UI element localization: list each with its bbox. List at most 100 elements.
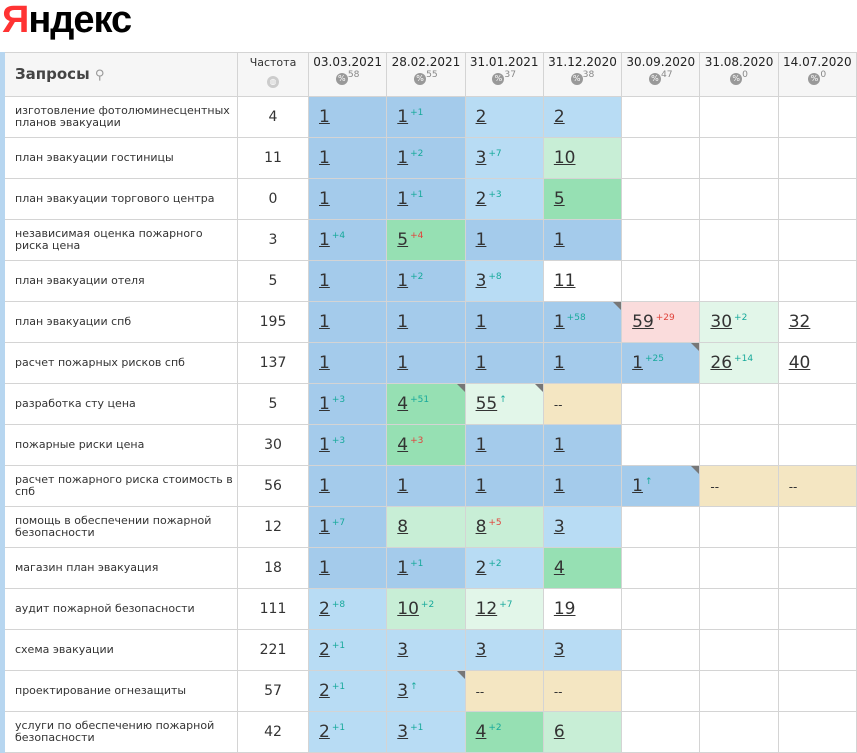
- position-cell: [699, 260, 779, 302]
- position-cell: 3 +8: [464, 260, 544, 302]
- position-cell: 1: [542, 342, 623, 384]
- position[interactable]: 19: [553, 599, 576, 619]
- position-cell: [777, 506, 857, 548]
- position-cell: --: [542, 670, 623, 712]
- position[interactable]: 1: [553, 312, 565, 332]
- position[interactable]: 1: [319, 558, 330, 578]
- position[interactable]: 3: [397, 681, 409, 701]
- row: магазин план эвакуация 18 1 1 +1 2 +2 4: [0, 547, 857, 589]
- position[interactable]: 1: [553, 230, 565, 250]
- position[interactable]: 59: [632, 312, 654, 332]
- position[interactable]: 2: [475, 558, 487, 578]
- position[interactable]: 1: [319, 230, 330, 250]
- position[interactable]: 4: [397, 435, 409, 455]
- position[interactable]: 1: [319, 476, 330, 496]
- position[interactable]: 2: [319, 722, 330, 742]
- date[interactable]: 03.03.2021: [313, 55, 382, 69]
- position[interactable]: 26: [710, 353, 733, 373]
- position[interactable]: 1: [319, 312, 330, 332]
- position-cell: 4: [542, 547, 623, 589]
- position[interactable]: 5: [397, 230, 409, 250]
- position[interactable]: 1: [397, 312, 409, 332]
- position[interactable]: 8: [397, 517, 409, 537]
- position[interactable]: 1: [632, 353, 643, 373]
- position-cell: --: [464, 670, 544, 712]
- position[interactable]: 1: [319, 148, 330, 168]
- change: +4: [331, 231, 346, 242]
- position[interactable]: 4: [397, 394, 409, 414]
- position[interactable]: 1: [475, 353, 487, 373]
- position-cell: 10: [542, 137, 623, 179]
- position[interactable]: 1: [397, 271, 409, 291]
- position[interactable]: 12: [475, 599, 498, 619]
- row: аудит пожарной безопасности 111 2 +8 10 +2 12 +…: [0, 588, 857, 630]
- position[interactable]: 4: [475, 722, 487, 742]
- position-cell: 1: [386, 301, 466, 343]
- position[interactable]: 8: [475, 517, 487, 537]
- position[interactable]: 32: [788, 312, 811, 332]
- position[interactable]: 1: [475, 312, 487, 332]
- frequency: 3: [237, 219, 309, 261]
- position[interactable]: 1: [397, 476, 409, 496]
- change: +3: [331, 436, 346, 447]
- position[interactable]: 1: [319, 271, 330, 291]
- position[interactable]: 30: [710, 312, 733, 332]
- position[interactable]: 2: [319, 640, 330, 660]
- position[interactable]: 1: [319, 353, 330, 373]
- position[interactable]: 2: [475, 107, 487, 127]
- position[interactable]: 3: [397, 722, 409, 742]
- date: 30.09.2020: [626, 55, 696, 69]
- position[interactable]: 1: [397, 107, 409, 127]
- position[interactable]: 10: [397, 599, 419, 619]
- position[interactable]: 1: [475, 230, 487, 250]
- position[interactable]: 2: [319, 599, 330, 619]
- position[interactable]: 55: [475, 394, 498, 414]
- frequency: 137: [237, 342, 309, 384]
- position[interactable]: 1: [397, 558, 409, 578]
- position[interactable]: 2: [475, 189, 487, 209]
- position-cell: 2 +1: [307, 711, 388, 753]
- position-cell: --: [777, 465, 857, 507]
- date: 31.12.2020: [548, 55, 617, 69]
- position[interactable]: 6: [553, 722, 565, 742]
- position[interactable]: 40: [788, 353, 811, 373]
- position[interactable]: 1: [553, 476, 565, 496]
- position[interactable]: 10: [553, 148, 576, 168]
- position-cell: 5 +4: [386, 219, 466, 261]
- position[interactable]: 2: [319, 681, 330, 701]
- position[interactable]: 1: [553, 435, 565, 455]
- change: +4: [410, 231, 424, 242]
- position-cell: 1: [464, 342, 544, 384]
- position-cell: 1 +58: [542, 301, 623, 343]
- position[interactable]: 1: [397, 353, 409, 373]
- position[interactable]: 3: [397, 640, 409, 660]
- position[interactable]: 4: [553, 558, 565, 578]
- position[interactable]: 3: [475, 271, 487, 291]
- position[interactable]: 1: [475, 476, 487, 496]
- position[interactable]: 1: [397, 148, 409, 168]
- position[interactable]: 1: [475, 435, 487, 455]
- position[interactable]: 2: [553, 107, 565, 127]
- position[interactable]: 3: [553, 640, 565, 660]
- position[interactable]: 1: [319, 517, 330, 537]
- position[interactable]: 1: [553, 353, 565, 373]
- position[interactable]: 3: [475, 148, 487, 168]
- position-cell: 3: [386, 629, 466, 671]
- frequency: 0: [237, 178, 309, 220]
- position-cell: 1: [386, 342, 466, 384]
- position-cell: [699, 219, 779, 261]
- position[interactable]: 1: [632, 476, 643, 496]
- date-header: 28.02.2021% 55: [386, 52, 466, 97]
- percent: 38: [582, 69, 595, 80]
- position[interactable]: 1: [319, 435, 330, 455]
- position[interactable]: 1: [319, 189, 330, 209]
- position[interactable]: 3: [553, 517, 565, 537]
- position-cell: 1: [542, 424, 623, 466]
- position[interactable]: 3: [475, 640, 487, 660]
- position[interactable]: 11: [553, 271, 576, 291]
- position[interactable]: 5: [553, 189, 565, 209]
- position[interactable]: 1: [319, 394, 330, 414]
- position[interactable]: 1: [319, 107, 330, 127]
- position-cell: 12 +7: [464, 588, 544, 630]
- position[interactable]: 1: [397, 189, 409, 209]
